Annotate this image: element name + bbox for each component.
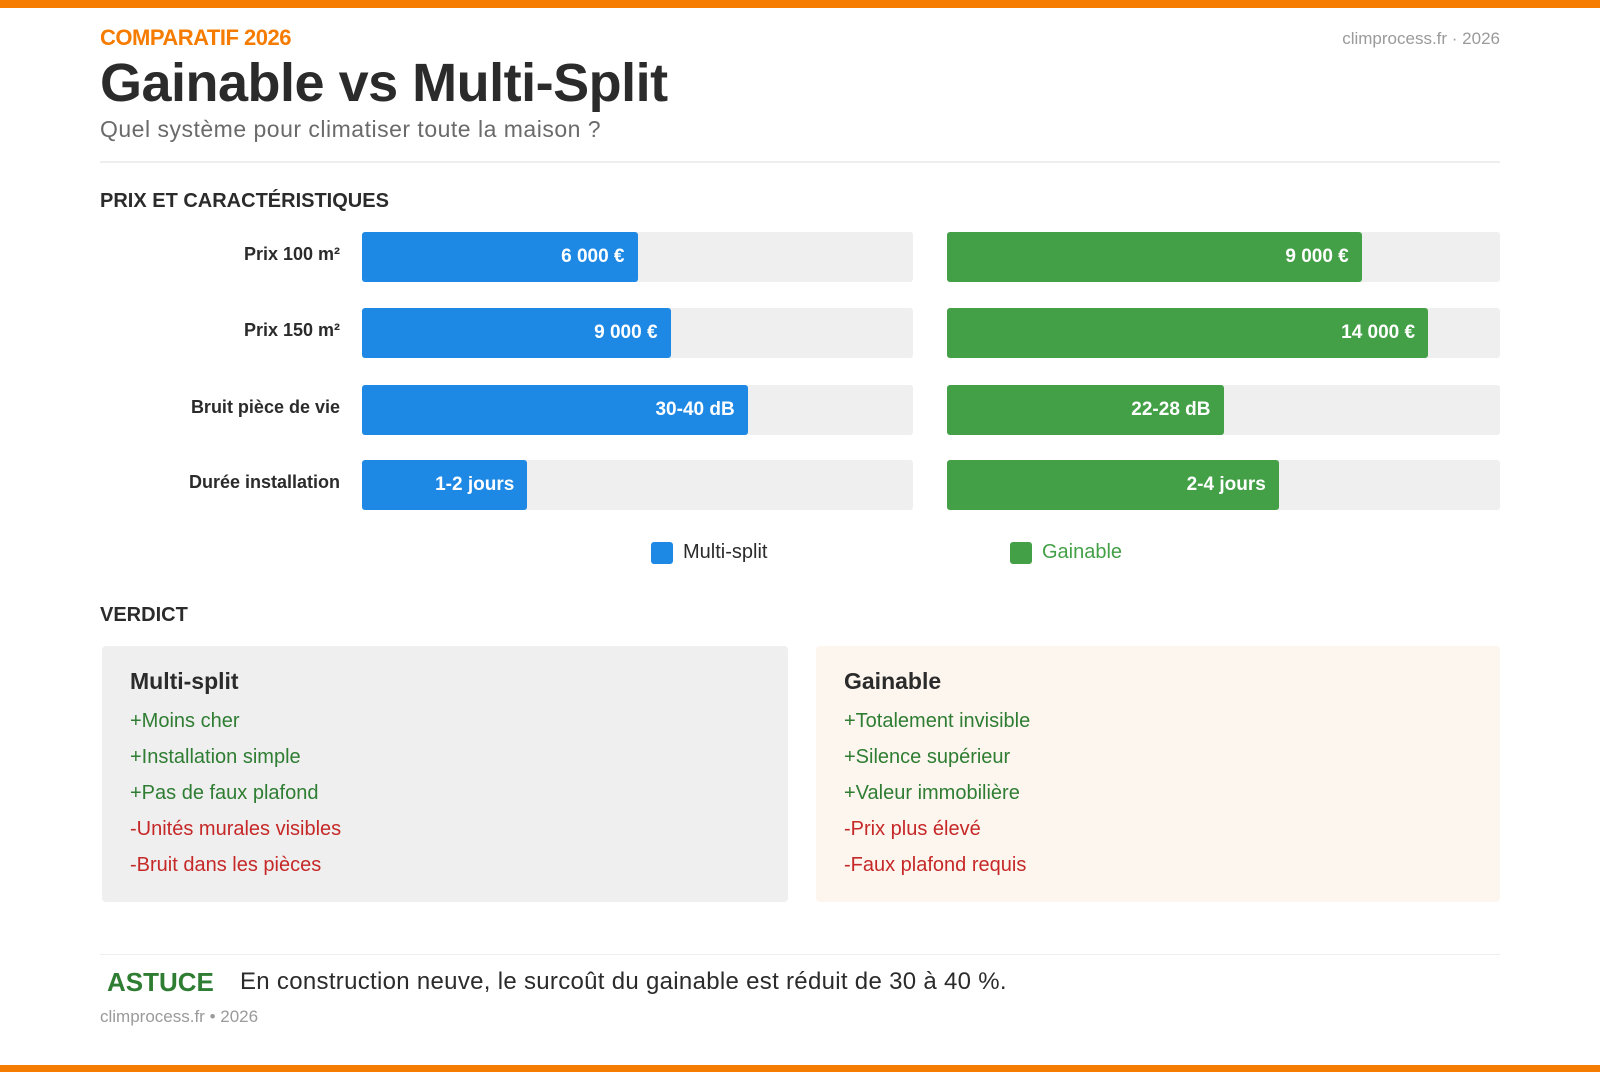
bar-track-gainable: 2-4 jours — [947, 460, 1500, 510]
verdict-card-gainable: Gainable +Totalement invisible +Silence s… — [816, 646, 1500, 902]
row-label: Durée installation — [188, 472, 340, 492]
site-credit: climprocess.fr · 2026 — [1342, 29, 1500, 48]
bar-track-gainable: 22-28 dB — [947, 385, 1500, 435]
bar-track-multisplit: 30-40 dB — [362, 385, 913, 435]
bar-multisplit: 9 000 € — [362, 308, 671, 358]
pro-item: +Totalement invisible — [844, 710, 1031, 732]
pro-item: +Installation simple — [130, 746, 301, 768]
card-title: Multi-split — [130, 668, 239, 694]
row-label: Prix 150 m² — [243, 320, 340, 340]
kicker: COMPARATIF 2026 — [100, 25, 291, 50]
tip-text: En construction neuve, le surcoût du gai… — [240, 968, 1007, 995]
footer-credit: climprocess.fr • 2026 — [100, 1007, 259, 1026]
bar-multisplit: 6 000 € — [362, 232, 638, 282]
bar-track-gainable: 9 000 € — [947, 232, 1500, 282]
con-item: -Prix plus élevé — [844, 818, 981, 840]
bar-track-multisplit: 6 000 € — [362, 232, 913, 282]
tip-label: ASTUCE — [107, 967, 214, 997]
row-label: Bruit pièce de vie — [190, 397, 340, 417]
divider — [100, 954, 1500, 955]
verdict-card-multisplit: Multi-split +Moins cher +Installation sim… — [102, 646, 788, 902]
bar-gainable: 22-28 dB — [947, 385, 1224, 435]
pro-item: +Silence supérieur — [844, 746, 1011, 768]
legend-gainable: Gainable — [1010, 541, 1122, 564]
bar-multisplit: 1-2 jours — [362, 460, 528, 510]
con-item: -Bruit dans les pièces — [130, 854, 322, 876]
top-accent-bar — [0, 0, 1600, 8]
pro-item: +Pas de faux plafond — [130, 782, 319, 804]
bar-track-gainable: 14 000 € — [947, 308, 1500, 358]
legend-label: Multi-split — [683, 541, 768, 563]
page-title: Gainable vs Multi-Split — [100, 53, 668, 113]
bar-multisplit: 30-40 dB — [362, 385, 748, 435]
legend-swatch-multisplit — [651, 541, 673, 564]
bar-gainable: 2-4 jours — [947, 460, 1279, 510]
row-label: Prix 100 m² — [243, 244, 340, 264]
section-title-verdict: VERDICT — [100, 604, 188, 626]
legend-swatch-gainable — [1010, 541, 1032, 564]
legend-label: Gainable — [1042, 541, 1123, 563]
page-subtitle: Quel système pour climatiser toute la ma… — [100, 116, 602, 142]
bar-gainable: 14 000 € — [947, 308, 1429, 358]
bar-track-multisplit: 1-2 jours — [362, 460, 913, 510]
section-title-chart: PRIX ET CARACTÉRISTIQUES — [100, 190, 389, 212]
bar-gainable: 9 000 € — [947, 232, 1362, 282]
bottom-accent-bar — [0, 1065, 1600, 1072]
con-item: -Unités murales visibles — [130, 818, 342, 840]
pro-item: +Valeur immobilière — [844, 782, 1020, 804]
divider — [100, 161, 1500, 163]
legend-multisplit: Multi-split — [651, 541, 767, 564]
bar-track-multisplit: 9 000 € — [362, 308, 913, 358]
card-title: Gainable — [844, 668, 942, 694]
con-item: -Faux plafond requis — [844, 854, 1027, 876]
pro-item: +Moins cher — [130, 710, 240, 732]
